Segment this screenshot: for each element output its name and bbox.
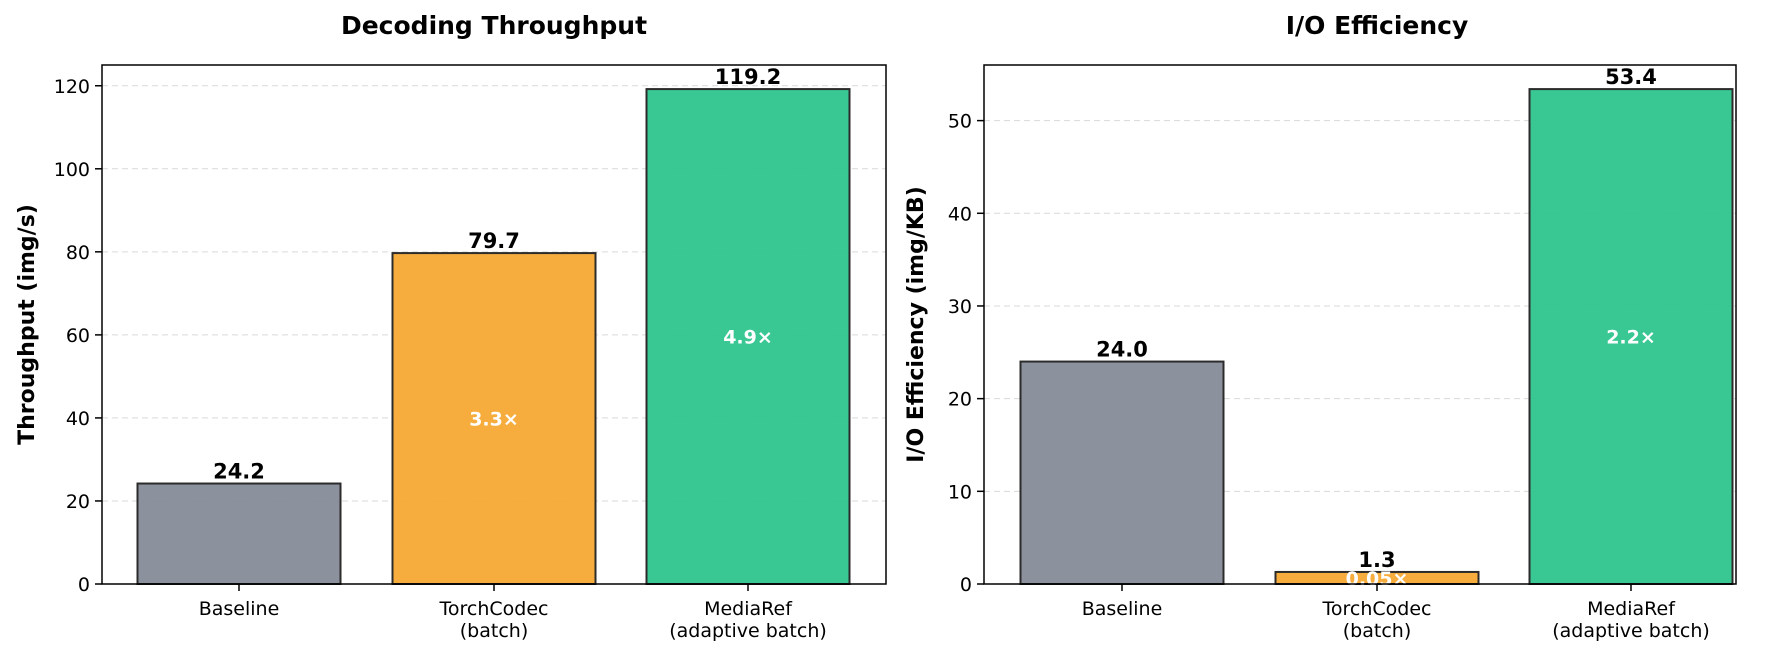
panel1-value-label: 119.2 bbox=[715, 65, 781, 89]
panel1-multiplier-label: 3.3× bbox=[469, 409, 519, 431]
panel1-ytick-label: 120 bbox=[54, 76, 90, 98]
panel1-ylabel: Throughput (img/s) bbox=[15, 204, 40, 445]
panel2-ytick-label: 10 bbox=[948, 481, 972, 503]
panel2-ytick-label: 40 bbox=[948, 203, 972, 225]
panel2-xtick-label: TorchCodec (batch) bbox=[1322, 598, 1432, 642]
panel1-bar bbox=[645, 88, 851, 585]
panel1-xtick-label: MediaRef (adaptive batch) bbox=[669, 598, 827, 642]
panel2-ytick-label: 50 bbox=[948, 111, 972, 133]
panel2-ytick-label: 20 bbox=[948, 389, 972, 411]
panel1-title: Decoding Throughput bbox=[341, 11, 647, 40]
panel2-ytick-label: 0 bbox=[960, 574, 972, 596]
panel2-xtick-label: MediaRef (adaptive batch) bbox=[1552, 598, 1710, 642]
panel2-axes-frame bbox=[983, 64, 1737, 585]
panel2-value-label: 1.3 bbox=[1358, 548, 1395, 572]
panel1-value-label: 24.2 bbox=[213, 460, 265, 484]
panel1-ytick-label: 60 bbox=[66, 325, 90, 347]
panel1-ytick-label: 0 bbox=[78, 574, 90, 596]
panel2-bar bbox=[1019, 360, 1225, 586]
panel2-title: I/O Efficiency bbox=[1286, 11, 1469, 40]
panel1-xtick-label: TorchCodec (batch) bbox=[439, 598, 549, 642]
panel2-value-label: 53.4 bbox=[1605, 65, 1657, 89]
panel2-multiplier-label: 2.2× bbox=[1606, 327, 1656, 349]
panel1-multiplier-label: 4.9× bbox=[723, 327, 773, 349]
panel1-ytick-label: 100 bbox=[54, 159, 90, 181]
panel1-value-label: 79.7 bbox=[468, 229, 520, 253]
panel2-ylabel: I/O Efficiency (img/KB) bbox=[904, 186, 929, 463]
panel1-ytick-label: 80 bbox=[66, 242, 90, 264]
panel1-bar bbox=[136, 482, 342, 586]
panel1-ytick-label: 40 bbox=[66, 408, 90, 430]
panel2-value-label: 24.0 bbox=[1096, 338, 1148, 362]
panel2-ytick-label: 30 bbox=[948, 296, 972, 318]
panel2-bar bbox=[1528, 88, 1734, 585]
panel1-ytick-label: 20 bbox=[66, 491, 90, 513]
panel2-xtick-label: Baseline bbox=[1082, 598, 1163, 620]
panel1-xtick-label: Baseline bbox=[199, 598, 280, 620]
